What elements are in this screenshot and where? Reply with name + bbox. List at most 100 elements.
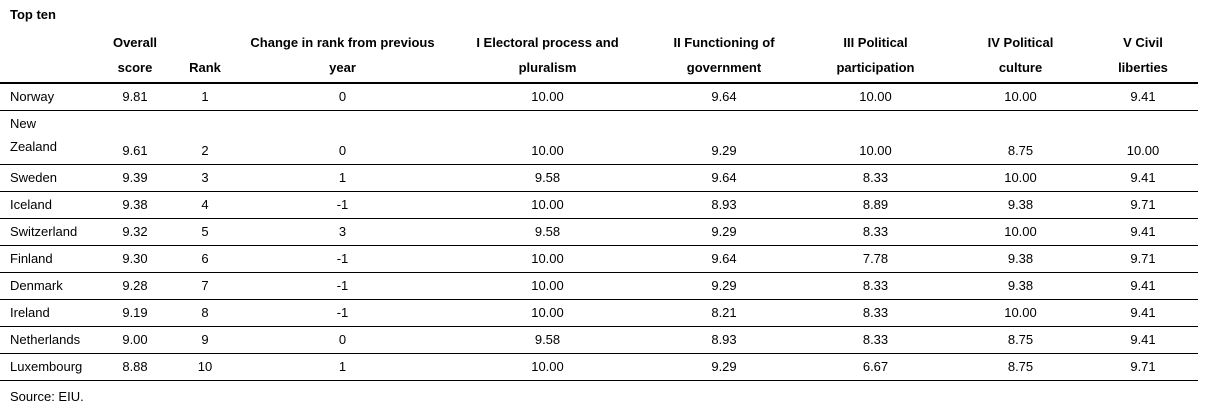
table-row: Sweden 9.39 3 1 9.58 9.64 8.33 10.00 9.41 (0, 164, 1198, 192)
ii-cell: 9.29 (650, 353, 798, 381)
i-cell: 9.58 (445, 164, 650, 192)
change-cell: -1 (240, 245, 445, 273)
iii-cell: 8.33 (798, 326, 953, 354)
v-cell: 9.41 (1088, 299, 1198, 327)
v-cell: 9.41 (1088, 272, 1198, 300)
iv-cell: 8.75 (953, 326, 1088, 354)
score-cell: 9.61 (100, 110, 170, 165)
table-body: Norway 9.81 1 0 10.00 9.64 10.00 10.00 9.41 New Z… (0, 83, 1198, 381)
column-header-i: I Electoral process and pluralism (445, 21, 650, 84)
iv-cell: 8.75 (953, 110, 1088, 165)
v-cell: 9.41 (1088, 326, 1198, 354)
score-cell: 9.81 (100, 83, 170, 111)
table-row: Switzerland 9.32 5 3 9.58 9.29 8.33 10.00 9.41 (0, 218, 1198, 246)
v-cell: 9.41 (1088, 83, 1198, 111)
iv-cell: 9.38 (953, 245, 1088, 273)
score-cell: 9.00 (100, 326, 170, 354)
column-header-iv: IV Political culture (953, 21, 1088, 84)
iv-cell: 10.00 (953, 83, 1088, 111)
iii-cell: 8.89 (798, 191, 953, 219)
source-note: Source: EIU. (10, 388, 84, 404)
rank-cell: 5 (170, 218, 240, 246)
column-header-iii: III Political participation (798, 21, 953, 84)
i-cell: 10.00 (445, 245, 650, 273)
v-cell: 9.71 (1088, 353, 1198, 381)
country-cell: Iceland (0, 191, 100, 219)
iv-cell: 10.00 (953, 218, 1088, 246)
table-title: Top ten (10, 7, 56, 22)
country-cell: Luxembourg (0, 353, 100, 381)
iv-cell: 9.38 (953, 191, 1088, 219)
column-header-rank: Rank (170, 21, 240, 84)
top-ten-table: Overall score Rank Change in rank from pre… (0, 21, 1198, 381)
ii-cell: 9.64 (650, 245, 798, 273)
iii-cell: 8.33 (798, 272, 953, 300)
ii-cell: 9.29 (650, 110, 798, 165)
country-cell: Netherlands (0, 326, 100, 354)
rank-cell: 1 (170, 83, 240, 111)
ii-cell: 9.29 (650, 218, 798, 246)
i-cell: 10.00 (445, 272, 650, 300)
i-cell: 9.58 (445, 218, 650, 246)
table-row: Norway 9.81 1 0 10.00 9.64 10.00 10.00 9.41 (0, 83, 1198, 111)
rank-cell: 8 (170, 299, 240, 327)
score-cell: 9.38 (100, 191, 170, 219)
country-cell: Ireland (0, 299, 100, 327)
table-row: Finland 9.30 6 -1 10.00 9.64 7.78 9.38 9.71 (0, 245, 1198, 273)
iii-cell: 7.78 (798, 245, 953, 273)
score-cell: 9.19 (100, 299, 170, 327)
country-cell: New Zealand (0, 110, 100, 165)
rank-cell: 6 (170, 245, 240, 273)
iii-cell: 8.33 (798, 218, 953, 246)
rank-cell: 4 (170, 191, 240, 219)
rank-cell: 10 (170, 353, 240, 381)
table-row: Denmark 9.28 7 -1 10.00 9.29 8.33 9.38 9.41 (0, 272, 1198, 300)
iii-cell: 10.00 (798, 83, 953, 111)
ii-cell: 9.29 (650, 272, 798, 300)
ii-cell: 8.93 (650, 191, 798, 219)
iii-cell: 8.33 (798, 164, 953, 192)
change-cell: 0 (240, 110, 445, 165)
v-cell: 10.00 (1088, 110, 1198, 165)
score-cell: 9.30 (100, 245, 170, 273)
i-cell: 10.00 (445, 191, 650, 219)
ii-cell: 9.64 (650, 164, 798, 192)
country-cell: Finland (0, 245, 100, 273)
table-row: Ireland 9.19 8 -1 10.00 8.21 8.33 10.00 9.41 (0, 299, 1198, 327)
iii-cell: 8.33 (798, 299, 953, 327)
table-row: Luxembourg 8.88 10 1 10.00 9.29 6.67 8.75 9.71 (0, 353, 1198, 381)
i-cell: 10.00 (445, 299, 650, 327)
change-cell: 0 (240, 326, 445, 354)
v-cell: 9.71 (1088, 245, 1198, 273)
column-header-ii: II Functioning of government (650, 21, 798, 84)
column-header-change: Change in rank from previous year (240, 21, 445, 84)
ii-cell: 9.64 (650, 83, 798, 111)
rank-cell: 9 (170, 326, 240, 354)
score-cell: 8.88 (100, 353, 170, 381)
table-head: Overall score Rank Change in rank from pre… (0, 21, 1198, 84)
i-cell: 10.00 (445, 353, 650, 381)
rank-cell: 7 (170, 272, 240, 300)
change-cell: -1 (240, 272, 445, 300)
i-cell: 9.58 (445, 326, 650, 354)
rank-cell: 2 (170, 110, 240, 165)
score-cell: 9.32 (100, 218, 170, 246)
v-cell: 9.71 (1088, 191, 1198, 219)
column-header-country (0, 21, 100, 84)
table-row: Iceland 9.38 4 -1 10.00 8.93 8.89 9.38 9.71 (0, 191, 1198, 219)
column-header-v: V Civil liberties (1088, 21, 1198, 84)
iii-cell: 10.00 (798, 110, 953, 165)
country-cell: Sweden (0, 164, 100, 192)
ii-cell: 8.21 (650, 299, 798, 327)
country-cell: Switzerland (0, 218, 100, 246)
iv-cell: 9.38 (953, 272, 1088, 300)
v-cell: 9.41 (1088, 218, 1198, 246)
change-cell: -1 (240, 299, 445, 327)
change-cell: 1 (240, 164, 445, 192)
i-cell: 10.00 (445, 110, 650, 165)
iii-cell: 6.67 (798, 353, 953, 381)
country-cell: Norway (0, 83, 100, 111)
v-cell: 9.41 (1088, 164, 1198, 192)
table-row: Netherlands 9.00 9 0 9.58 8.93 8.33 8.75 9.41 (0, 326, 1198, 354)
